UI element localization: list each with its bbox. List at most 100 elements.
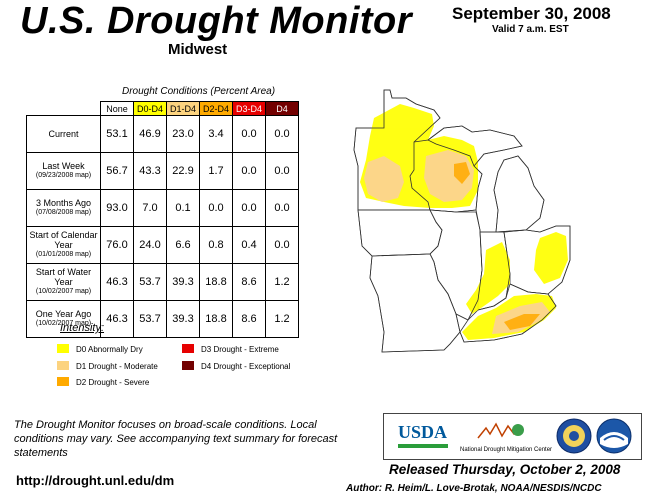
legend-swatch-d4 xyxy=(182,361,194,370)
col-d2-d4: D2-D4 xyxy=(199,101,233,116)
legend-swatch-d2 xyxy=(57,377,69,386)
table-cell: 0.8 xyxy=(199,226,233,264)
row-label: One Year Ago (10/02/2007 map) xyxy=(26,300,101,338)
row-label-main: One Year Ago xyxy=(35,309,92,319)
noaa-logo-icon xyxy=(596,418,632,454)
legend-label-d2: D2 Drought - Severe xyxy=(76,378,150,387)
table-cell: 8.6 xyxy=(232,300,266,338)
table-cell: 18.8 xyxy=(199,300,233,338)
valid-time: Valid 7 a.m. EST xyxy=(492,24,569,35)
table-row: Start of Calendar Year (01/01/2008 map) 76… xyxy=(26,226,299,264)
table-cell: 53.7 xyxy=(133,300,167,338)
table-cell: 53.7 xyxy=(133,263,167,301)
row-label-sub: (09/23/2008 map) xyxy=(35,172,92,179)
table-cell: 8.6 xyxy=(232,263,266,301)
table-cell: 0.0 xyxy=(265,152,299,190)
map-date: September 30, 2008 xyxy=(452,4,611,23)
row-label-sub: (10/02/2007 map) xyxy=(35,288,92,295)
col-d0-d4: D0-D4 xyxy=(133,101,167,116)
drought-stats-table: None D0-D4 D1-D4 D2-D4 D3-D4 D4 Current 5… xyxy=(26,101,299,338)
table-cell: 23.0 xyxy=(166,115,200,153)
ndmc-logo-text: National Drought Mitigation Center xyxy=(460,447,553,453)
table-row: Start of Water Year (10/02/2007 map) 46.3 5… xyxy=(26,263,299,301)
col-d4: D4 xyxy=(265,101,299,116)
table-cell: 6.6 xyxy=(166,226,200,264)
logo-strip: USDA National Drought Mitigation Center xyxy=(383,413,642,460)
row-label: 3 Months Ago (07/08/2008 map) xyxy=(26,189,101,227)
row-label-main: Current xyxy=(48,129,79,139)
legend-label-d3: D3 Drought - Extreme xyxy=(201,345,279,354)
row-label: Current xyxy=(26,115,101,153)
d2-area-kentucky xyxy=(504,314,540,330)
table-cell: 39.3 xyxy=(166,300,200,338)
d0-area-indiana-il xyxy=(466,242,510,314)
author-credit: Author: R. Heim/L. Love-Brotak, NOAA/NES… xyxy=(346,483,602,494)
table-cell: 56.7 xyxy=(100,152,134,190)
table-cell: 53.1 xyxy=(100,115,134,153)
table-corner xyxy=(27,102,101,116)
d2-area-wi xyxy=(454,162,470,184)
col-d1-d4: D1-D4 xyxy=(166,101,200,116)
row-label-sub: (07/08/2008 map) xyxy=(35,209,92,216)
row-label-main: Start of Calendar Year xyxy=(29,230,98,250)
legend-swatch-d3 xyxy=(182,344,194,353)
d1-area-mn xyxy=(364,156,404,202)
table-cell: 46.3 xyxy=(100,300,134,338)
table-cell: 0.0 xyxy=(232,152,266,190)
col-none: None xyxy=(100,101,134,116)
legend-swatch-d0 xyxy=(57,344,69,353)
map-title: U.S. Drought Monitor xyxy=(20,0,413,42)
table-cell: 3.4 xyxy=(199,115,233,153)
table-cell: 1.7 xyxy=(199,152,233,190)
row-label-main: Last Week xyxy=(42,161,85,171)
table-header-row: None D0-D4 D1-D4 D2-D4 D3-D4 D4 xyxy=(27,101,299,116)
row-label-main: Start of Water Year xyxy=(35,267,92,287)
midwest-drought-map xyxy=(353,89,571,353)
website-link[interactable]: http://drought.unl.edu/dm xyxy=(16,473,175,488)
row-label: Last Week (09/23/2008 map) xyxy=(26,152,101,190)
legend-label-d0: D0 Abnormally Dry xyxy=(76,345,143,354)
legend-label-d1: D1 Drought - Moderate xyxy=(76,362,158,371)
table-cell: 0.4 xyxy=(232,226,266,264)
table-row: Last Week (09/23/2008 map) 56.7 43.3 22.9 1.7… xyxy=(26,152,299,190)
table-cell: 0.0 xyxy=(232,115,266,153)
table-cell: 0.0 xyxy=(265,115,299,153)
table-row: 3 Months Ago (07/08/2008 map) 93.0 7.0 0.1 0.… xyxy=(26,189,299,227)
usda-logo: USDA xyxy=(398,422,448,442)
doc-seal-icon xyxy=(556,418,592,454)
row-label: Start of Water Year (10/02/2007 map) xyxy=(26,263,101,301)
table-cell: 22.9 xyxy=(166,152,200,190)
table-cell: 0.0 xyxy=(199,189,233,227)
table-cell: 0.0 xyxy=(232,189,266,227)
table-cell: 0.0 xyxy=(265,189,299,227)
table-row: One Year Ago (10/02/2007 map) 46.3 53.7 39.3… xyxy=(26,300,299,338)
table-cell: 7.0 xyxy=(133,189,167,227)
ndmc-tree-icon xyxy=(477,422,524,439)
table-cell: 93.0 xyxy=(100,189,134,227)
table-row: Current 53.1 46.9 23.0 3.4 0.0 0.0 xyxy=(26,115,299,153)
table-cell: 43.3 xyxy=(133,152,167,190)
table-cell: 1.2 xyxy=(265,263,299,301)
row-label: Start of Calendar Year (01/01/2008 map) xyxy=(26,226,101,264)
legend-title: Intensity: xyxy=(60,322,105,334)
usda-swoosh-icon xyxy=(398,444,448,448)
table-cell: 24.0 xyxy=(133,226,167,264)
region-name: Midwest xyxy=(168,41,228,58)
table-cell: 39.3 xyxy=(166,263,200,301)
footnote: The Drought Monitor focuses on broad-sca… xyxy=(14,419,338,459)
table-cell: 0.0 xyxy=(265,226,299,264)
row-label-sub: (10/02/2007 map) xyxy=(35,320,92,327)
state-iowa xyxy=(357,209,443,257)
table-cell: 76.0 xyxy=(100,226,134,264)
table-cell: 18.8 xyxy=(199,263,233,301)
legend-swatch-d1 xyxy=(57,361,69,370)
col-d3-d4: D3-D4 xyxy=(232,101,266,116)
table-cell: 1.2 xyxy=(265,300,299,338)
table-cell: 46.3 xyxy=(100,263,134,301)
d0-area-ohio xyxy=(534,232,568,284)
legend-label-d4: D4 Drought - Exceptional xyxy=(201,362,291,371)
release-date: Released Thursday, October 2, 2008 xyxy=(389,462,621,477)
row-label-sub: (01/01/2008 map) xyxy=(35,251,92,258)
table-cell: 0.1 xyxy=(166,189,200,227)
row-label-main: 3 Months Ago xyxy=(35,198,92,208)
